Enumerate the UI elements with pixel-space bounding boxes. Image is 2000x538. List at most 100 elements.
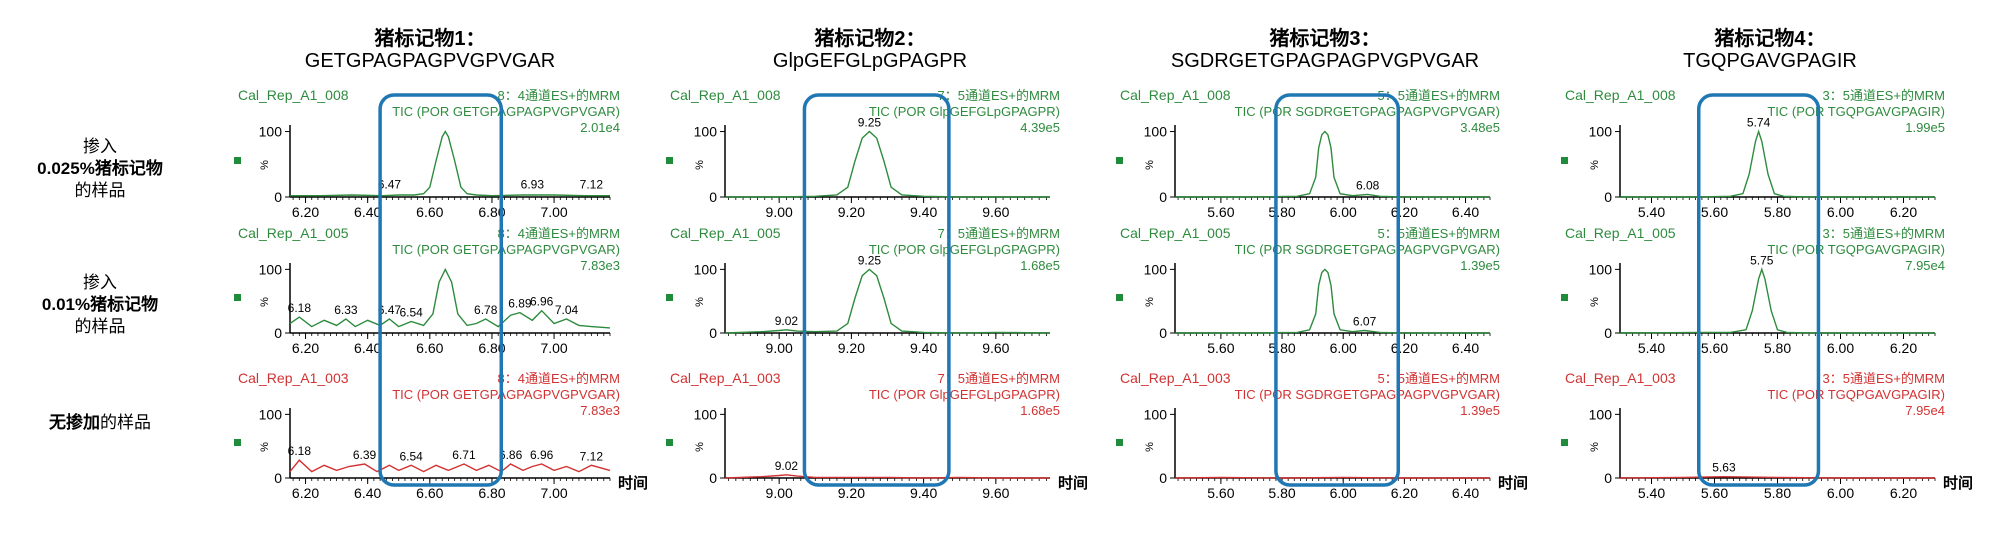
peak-label: 9.02 xyxy=(775,314,799,328)
y-axis-label: % xyxy=(1144,160,1156,170)
peak-label: 9.02 xyxy=(775,459,799,473)
x-tick-label: 5.60 xyxy=(1207,340,1234,356)
sample-id: Cal_Rep_A1_008 xyxy=(1120,87,1231,103)
x-tick-label: 5.60 xyxy=(1207,485,1234,501)
y-axis-label: % xyxy=(694,442,706,452)
row-label-line2: 的样品 xyxy=(100,413,151,432)
sample-id: Cal_Rep_A1_003 xyxy=(670,370,781,386)
x-tick-label: 9.20 xyxy=(838,340,865,356)
y-tick-label: 0 xyxy=(1604,470,1612,486)
intensity-label: 7.95e4 xyxy=(1905,258,1945,273)
peak-label: 6.33 xyxy=(334,303,358,317)
peak-label: 6.86 xyxy=(499,448,523,462)
row-label-line1: 无掺加 xyxy=(49,413,100,432)
panel-2-title: 猪标记物2： xyxy=(814,28,926,50)
y-axis-label: % xyxy=(694,160,706,170)
sample-id: Cal_Rep_A1_008 xyxy=(1565,87,1676,103)
x-tick-label: 9.20 xyxy=(838,485,865,501)
y-axis-label: % xyxy=(1589,442,1601,452)
y-axis-label: % xyxy=(694,297,706,307)
legend-marker xyxy=(234,294,241,301)
peak-label: 6.39 xyxy=(353,448,377,462)
peak-label: 6.93 xyxy=(521,178,545,192)
peak-label: 6.96 xyxy=(530,448,554,462)
x-tick-label: 5.80 xyxy=(1764,340,1791,356)
trace-line xyxy=(290,130,610,197)
highlight-box xyxy=(802,93,951,487)
channel-label: 3：5通道ES+的MRM xyxy=(1823,88,1945,103)
legend-marker xyxy=(1561,439,1568,446)
peak-label: 6.47 xyxy=(378,178,402,192)
peak-label: 6.54 xyxy=(399,306,423,320)
y-tick-label: 100 xyxy=(259,406,283,422)
y-axis-label: % xyxy=(259,160,271,170)
trace-line xyxy=(289,459,611,473)
channel-label: 7：5通道ES+的MRM xyxy=(938,88,1060,103)
y-tick-label: 100 xyxy=(694,406,718,422)
x-tick-label: 6.20 xyxy=(292,204,319,220)
sample-id: Cal_Rep_A1_008 xyxy=(670,87,781,103)
peak-label: 9.25 xyxy=(858,116,882,130)
peak-label: 9.25 xyxy=(858,253,882,267)
row-label-line2: 0.025%猪标记物 xyxy=(37,159,163,178)
y-tick-label: 0 xyxy=(1604,325,1612,341)
legend-marker xyxy=(666,294,673,301)
y-axis-label: % xyxy=(1144,442,1156,452)
y-tick-label: 0 xyxy=(1159,470,1167,486)
peak-label: 6.96 xyxy=(530,295,554,309)
x-tick-label: 9.40 xyxy=(910,485,937,501)
x-tick-label: 6.20 xyxy=(1391,485,1418,501)
peak-label: 5.63 xyxy=(1712,461,1736,475)
y-axis-label: % xyxy=(1144,297,1156,307)
panel-3-sequence: SGDRGETGPAGPAGPVGPVGAR xyxy=(1170,50,1480,72)
y-tick-label: 100 xyxy=(1144,261,1168,277)
x-tick-label: 9.40 xyxy=(910,340,937,356)
legend-marker xyxy=(234,157,241,164)
y-tick-label: 100 xyxy=(1144,124,1168,140)
peak-label: 5.75 xyxy=(1750,253,1774,267)
peak-label: 6.89 xyxy=(508,297,532,311)
x-tick-label: 9.60 xyxy=(982,204,1009,220)
trace-line xyxy=(1619,267,1935,334)
x-tick-label: 7.00 xyxy=(540,204,567,220)
x-axis-label: 时间 xyxy=(1058,474,1088,492)
intensity-label: 2.01e4 xyxy=(580,120,620,135)
peak-label: 6.07 xyxy=(1353,314,1377,328)
peak-label: 5.74 xyxy=(1747,116,1771,130)
channel-label: 7：5通道ES+的MRM xyxy=(938,371,1060,386)
panel-3-title: 猪标记物3： xyxy=(1269,28,1381,50)
tic-label: TIC (POR GETGPAGPAGPVGPVGAR) xyxy=(392,242,620,257)
channel-label: 5：5通道ES+的MRM xyxy=(1378,371,1500,386)
tic-label: TIC (POR SGDRGETGPAGPAGPVGPVGAR) xyxy=(1235,104,1500,119)
sample-id: Cal_Rep_A1_003 xyxy=(1565,370,1676,386)
x-tick-label: 6.00 xyxy=(1330,340,1357,356)
tic-label: TIC (POR GlpGEFGLpGPAGPR) xyxy=(869,104,1060,119)
y-axis-label: % xyxy=(259,297,271,307)
channel-label: 5：5通道ES+的MRM xyxy=(1378,226,1500,241)
y-tick-label: 100 xyxy=(259,261,283,277)
highlight-box xyxy=(378,93,504,487)
panel-1-sequence: GETGPAGPAGPVGPVGAR xyxy=(304,50,556,72)
x-axis-label: 时间 xyxy=(1498,474,1528,492)
x-tick-label: 6.40 xyxy=(354,340,381,356)
y-tick-label: 0 xyxy=(274,189,282,205)
x-tick-label: 5.80 xyxy=(1268,204,1295,220)
y-axis-label: % xyxy=(1589,160,1601,170)
x-tick-label: 6.60 xyxy=(416,485,443,501)
x-tick-label: 5.80 xyxy=(1268,340,1295,356)
x-tick-label: 9.00 xyxy=(766,204,793,220)
trace-line xyxy=(1620,129,1935,198)
y-axis-label: % xyxy=(1589,297,1601,307)
x-tick-label: 5.60 xyxy=(1701,340,1728,356)
channel-label: 5：5通道ES+的MRM xyxy=(1378,88,1500,103)
trace-line xyxy=(724,474,1050,479)
legend-marker xyxy=(1561,157,1568,164)
legend-marker xyxy=(666,157,673,164)
trace-line xyxy=(1619,475,1935,479)
tic-label: TIC (POR SGDRGETGPAGPAGPVGPVGAR) xyxy=(1235,242,1500,257)
x-tick-label: 9.00 xyxy=(766,485,793,501)
sample-id: Cal_Rep_A1_005 xyxy=(1565,225,1676,241)
x-tick-label: 5.40 xyxy=(1638,204,1665,220)
x-tick-label: 6.20 xyxy=(1391,340,1418,356)
channel-label: 3：5通道ES+的MRM xyxy=(1823,226,1945,241)
